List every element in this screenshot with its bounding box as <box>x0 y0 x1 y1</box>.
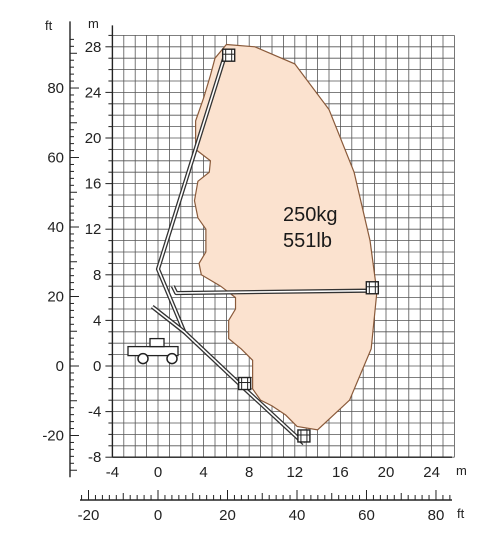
vehicle-turret <box>149 337 165 348</box>
x-ft-tick-label: 80 <box>428 507 445 524</box>
y-ft-tick-label: 40 <box>47 219 64 236</box>
x-ft-tick-label: 60 <box>358 507 375 524</box>
y-m-tick-label: 16 <box>85 176 102 193</box>
x-m-unit-label: m <box>456 463 467 478</box>
platform-basket <box>365 281 380 295</box>
x-m-tick-label: 12 <box>286 464 303 481</box>
y-m-tick-label: 28 <box>85 39 102 56</box>
x-m-tick-label: 4 <box>199 464 207 481</box>
y-m-tick-label: 20 <box>85 130 102 147</box>
y-m-tick-label: -4 <box>88 404 101 421</box>
y-ft-tick-label: 20 <box>47 289 64 306</box>
platform-basket <box>297 429 311 443</box>
y-m-tick-label: 24 <box>85 84 102 101</box>
vehicle-wheel <box>137 352 149 365</box>
boom-positions <box>127 48 380 446</box>
x-ft-unit-label: ft <box>457 506 465 521</box>
x-ft-tick-label: 40 <box>289 507 306 524</box>
y-ft-tick-label: -20 <box>42 427 64 444</box>
x-m-tick-label: 0 <box>154 464 162 481</box>
platform-basket <box>221 48 236 62</box>
platform-basket <box>237 376 252 391</box>
y-m-unit-label: m <box>88 16 99 31</box>
vehicle-wheel <box>166 352 178 365</box>
y-ft-tick-label: 80 <box>47 80 64 97</box>
y-ft-tick-label: 0 <box>56 358 64 375</box>
x-m-tick-label: 20 <box>378 464 395 481</box>
y-m-tick-label: 0 <box>93 358 101 375</box>
x-m-tick-label: 8 <box>245 464 253 481</box>
axes <box>69 21 452 501</box>
boom-down-inner <box>151 306 305 445</box>
load-kg-label: 250kg <box>283 204 338 226</box>
x-ft-tick-label: 0 <box>154 507 162 524</box>
y-ft-tick-label: 60 <box>47 150 64 167</box>
x-m-tick-label: 24 <box>423 464 440 481</box>
load-lb-label: 551lb <box>283 230 332 252</box>
y-m-tick-label: 4 <box>93 312 101 329</box>
x-m-tick-label: -4 <box>106 464 119 481</box>
x-ft-tick-label: 20 <box>219 507 236 524</box>
x-ft-tick-label: -20 <box>78 507 100 524</box>
y-m-tick-label: -8 <box>88 449 101 466</box>
y-m-tick-label: 12 <box>85 221 102 238</box>
y-ft-unit-label: ft <box>45 18 53 33</box>
x-m-tick-label: 16 <box>332 464 349 481</box>
y-m-tick-label: 8 <box>93 267 101 284</box>
